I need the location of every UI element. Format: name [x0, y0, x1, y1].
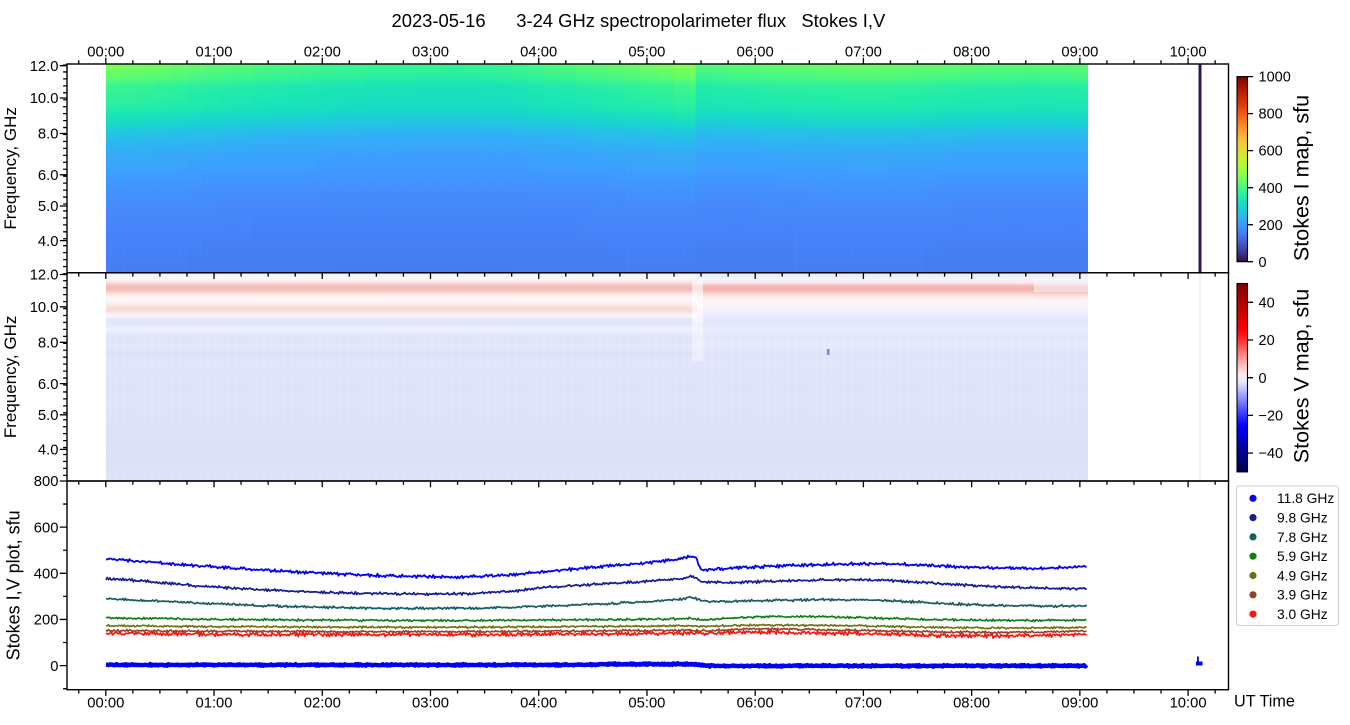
svg-text:4.0: 4.0 — [38, 234, 59, 250]
svg-text:11.8 GHz: 11.8 GHz — [1277, 491, 1334, 506]
svg-text:2023-05-16 3-24 GHz spect: 2023-05-16 3-24 GHz spectropolarimeter f… — [392, 10, 886, 31]
svg-text:400: 400 — [1259, 181, 1283, 197]
svg-text:08:00: 08:00 — [953, 696, 990, 712]
svg-text:00:00: 00:00 — [87, 45, 124, 61]
svg-text:04:00: 04:00 — [520, 696, 557, 712]
svg-text:08:00: 08:00 — [953, 45, 990, 61]
svg-text:6.0: 6.0 — [38, 168, 59, 184]
svg-text:5.0: 5.0 — [38, 408, 59, 424]
svg-text:1000: 1000 — [1259, 70, 1291, 86]
svg-text:6.0: 6.0 — [38, 377, 59, 393]
svg-text:40: 40 — [1259, 295, 1275, 311]
svg-text:Frequency, GHz: Frequency, GHz — [1, 107, 20, 230]
svg-text:12.0: 12.0 — [30, 59, 59, 75]
svg-text:07:00: 07:00 — [845, 45, 882, 61]
svg-text:20: 20 — [1259, 333, 1275, 349]
svg-text:7.8 GHz: 7.8 GHz — [1277, 530, 1328, 545]
svg-text:800: 800 — [34, 474, 59, 490]
svg-text:10:00: 10:00 — [1170, 45, 1207, 61]
svg-text:00:00: 00:00 — [87, 696, 124, 712]
svg-text:200: 200 — [1259, 218, 1283, 234]
svg-text:Stokes V map, sfu: Stokes V map, sfu — [1290, 289, 1314, 463]
svg-text:600: 600 — [1259, 144, 1283, 160]
svg-text:−40: −40 — [1259, 446, 1284, 462]
svg-text:01:00: 01:00 — [195, 696, 232, 712]
svg-text:12.0: 12.0 — [30, 268, 59, 284]
svg-text:4.9 GHz: 4.9 GHz — [1277, 568, 1328, 583]
svg-text:−20: −20 — [1259, 409, 1284, 425]
svg-text:8.0: 8.0 — [38, 336, 59, 352]
svg-text:04:00: 04:00 — [520, 45, 557, 61]
svg-text:UT Time: UT Time — [1234, 693, 1295, 711]
svg-text:02:00: 02:00 — [304, 696, 341, 712]
svg-text:Stokes I map, sfu: Stokes I map, sfu — [1290, 95, 1314, 261]
svg-text:06:00: 06:00 — [737, 696, 774, 712]
svg-text:10.0: 10.0 — [30, 300, 59, 316]
svg-text:800: 800 — [1259, 107, 1283, 123]
svg-text:5.9 GHz: 5.9 GHz — [1277, 549, 1328, 564]
svg-text:Stokes I,V plot, sfu: Stokes I,V plot, sfu — [4, 510, 24, 660]
svg-text:05:00: 05:00 — [628, 45, 665, 61]
svg-text:05:00: 05:00 — [628, 696, 665, 712]
svg-text:03:00: 03:00 — [412, 45, 449, 61]
svg-text:09:00: 09:00 — [1061, 45, 1098, 61]
svg-text:400: 400 — [34, 567, 59, 583]
svg-text:06:00: 06:00 — [737, 45, 774, 61]
svg-text:01:00: 01:00 — [195, 45, 232, 61]
svg-text:10:00: 10:00 — [1170, 696, 1207, 712]
svg-text:09:00: 09:00 — [1061, 696, 1098, 712]
svg-text:Frequency, GHz: Frequency, GHz — [1, 316, 20, 439]
svg-text:600: 600 — [34, 520, 59, 536]
svg-text:0: 0 — [1259, 255, 1267, 271]
svg-text:5.0: 5.0 — [38, 199, 59, 215]
svg-text:3.0 GHz: 3.0 GHz — [1277, 607, 1328, 622]
svg-text:02:00: 02:00 — [304, 45, 341, 61]
svg-text:4.0: 4.0 — [38, 443, 59, 459]
svg-text:10.0: 10.0 — [30, 91, 59, 107]
svg-text:0: 0 — [50, 659, 58, 675]
svg-text:3.9 GHz: 3.9 GHz — [1277, 588, 1328, 603]
svg-text:0: 0 — [1259, 371, 1267, 387]
svg-text:07:00: 07:00 — [845, 696, 882, 712]
svg-text:200: 200 — [34, 613, 59, 629]
svg-text:9.8 GHz: 9.8 GHz — [1277, 511, 1328, 526]
svg-text:8.0: 8.0 — [38, 127, 59, 143]
svg-text:03:00: 03:00 — [412, 696, 449, 712]
